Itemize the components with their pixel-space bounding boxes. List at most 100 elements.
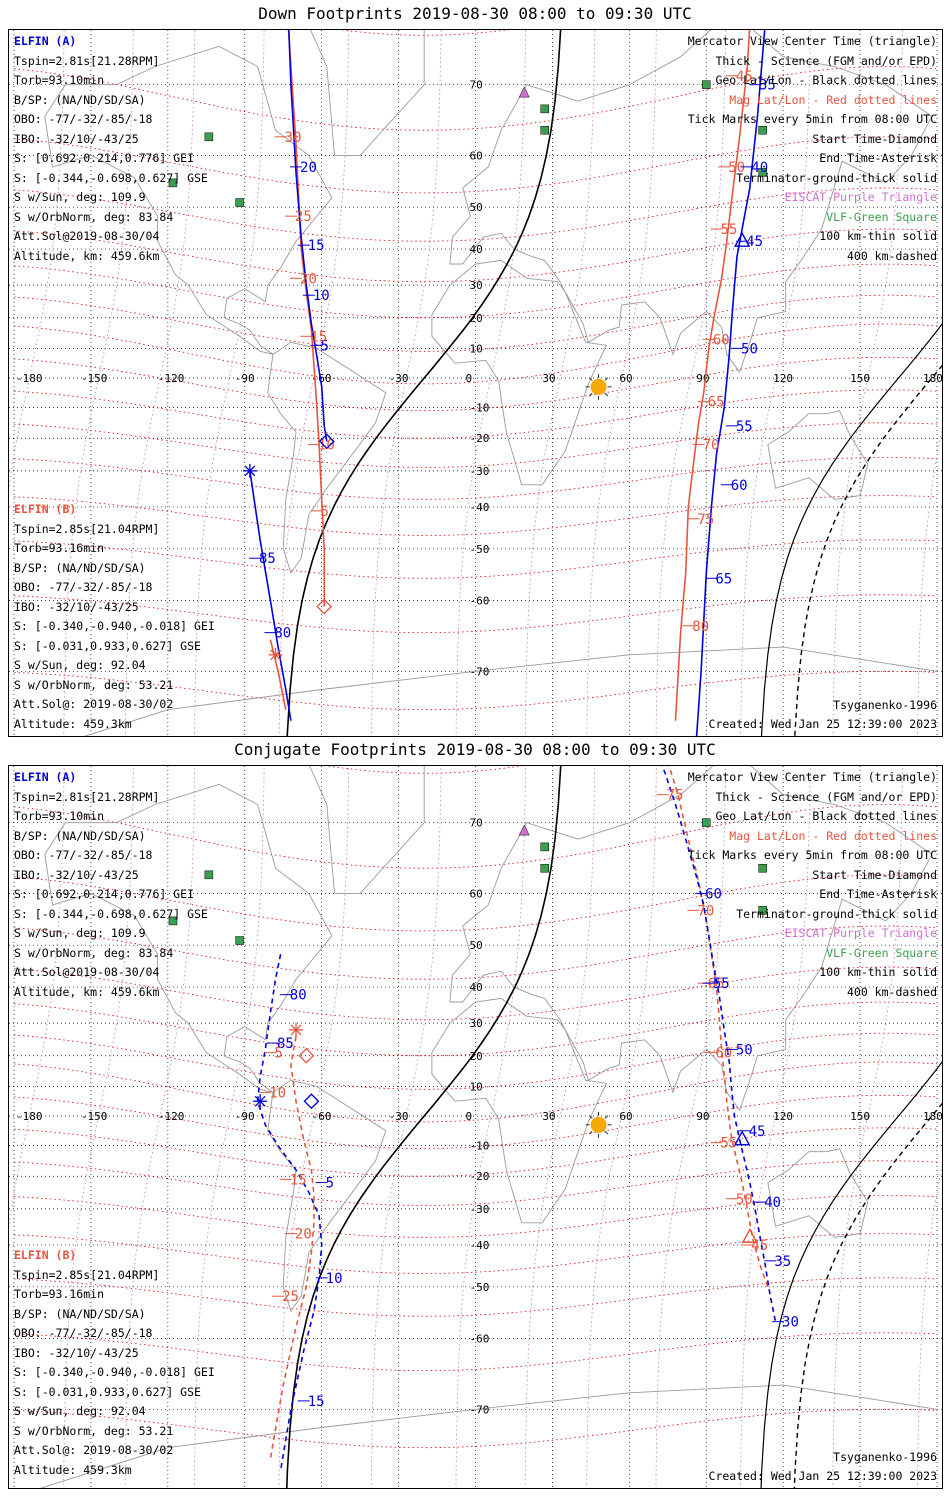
- vlf-square-icon: [540, 842, 549, 852]
- vlf-square-icon: [702, 818, 711, 827]
- mag-meridian: [740, 30, 811, 736]
- mag-parallel: [13, 66, 938, 131]
- vlf-square-icon: [168, 916, 178, 926]
- lon-tick-label: -30: [389, 372, 409, 385]
- asterisk-stroke: [244, 465, 256, 477]
- lat-tick-label: -60: [470, 1333, 490, 1346]
- mag-parallel: [13, 1233, 938, 1274]
- terminator-line: [286, 30, 562, 736]
- elfin-a-info-line: Att.Sol@2019-08-30/04: [14, 229, 160, 243]
- mag-grid: [9, 30, 942, 736]
- start-diamond-icon: [318, 433, 335, 450]
- legend-item: 100 km-thin solid: [819, 229, 937, 243]
- vlf-square-icon: [540, 863, 549, 873]
- legend-item: Thick - Science (FGM and/or EPD): [715, 789, 937, 804]
- lat-tick-label: -50: [470, 1281, 490, 1294]
- elfin-b-info-line: Altitude: 459.3km: [14, 1462, 132, 1477]
- elfin-a-tick-label: 40: [751, 160, 768, 176]
- lat-tick-label: 40: [470, 243, 483, 256]
- mag-meridian: [278, 30, 350, 736]
- legend-item: Terminator-ground-thick solid: [736, 906, 937, 921]
- elfin-a-info-line: IBO: -32/10/-43/25: [14, 867, 139, 882]
- legend-block: Mercator View Center Time (triangle) Thic…: [688, 768, 937, 1002]
- sun-ray: [604, 1130, 609, 1135]
- elfin-a-tick-label: 30: [782, 1315, 799, 1331]
- lat-tick-label: -10: [470, 1140, 490, 1153]
- lon-tick-label: -120: [158, 1110, 185, 1123]
- elfin-b-info-line: B/SP: (NA/ND/SD/SA): [14, 1306, 146, 1321]
- elfin-b-tick-label: 5: [321, 504, 329, 520]
- elfin-b-info-line: S w/Sun, deg: 92.04: [14, 658, 146, 672]
- terminator-line: [760, 1061, 942, 1488]
- vlf-square-icon: [235, 198, 244, 207]
- elfin-a-info-line: B/SP: (NA/ND/SD/SA): [14, 828, 146, 843]
- elfin-a-tick-label: 40: [764, 1195, 781, 1211]
- mag-parallel: [13, 670, 938, 711]
- created-label: Created: Wed Jan 25 12:39:00 2023: [708, 717, 937, 731]
- legend-item: End Time-Asterisk: [819, 887, 937, 901]
- down-footprints-map: -180 -150 -120 -90 -60 -30 0 30 60 90 120 150 180 70 6…: [9, 30, 942, 736]
- elfin-b-info-line: IBO: -32/10/-43/25: [14, 1345, 139, 1360]
- legend-item: 400 km-dashed: [846, 248, 937, 263]
- elfin-a-info-line: Altitude, km: 459.6km: [14, 248, 160, 263]
- elfin-a-tick-label: 55: [713, 976, 730, 992]
- sun-ray: [589, 1130, 593, 1135]
- lat-tick-label: 50: [470, 201, 483, 214]
- elfin-b-track: [269, 639, 287, 710]
- axis-labels: -180 -150 -120 -90 -60 -30 0 30 60 90 120 150 180706…: [9, 817, 942, 1416]
- elfin-b-tick-label: 60: [715, 1046, 732, 1062]
- mag-meridian: [63, 766, 134, 1488]
- elfin-a-tick-label: 5: [321, 338, 329, 354]
- legend-item: Tick Marks every 5min from 08:00 UTC: [687, 112, 937, 126]
- vlf-square-icon: [758, 168, 767, 177]
- elfin-b-info-line: S w/OrbNorm, deg: 53.21: [14, 1423, 174, 1438]
- lat-tick-label: 10: [470, 1080, 483, 1093]
- legend-item: Mag Lat/Lon - Red dotted lines: [729, 828, 937, 843]
- mag-meridian: [124, 766, 196, 1488]
- legend-item: Tick Marks every 5min from 08:00 UTC: [687, 848, 937, 862]
- elfin-a-tick-label: 45: [746, 234, 763, 250]
- lon-tick-label: -60: [312, 372, 332, 385]
- elfin-a-tick-label: 45: [749, 1124, 766, 1140]
- start-diamond-icon: [298, 1047, 315, 1064]
- elfin-b-info-line: Torb=93.16min: [14, 1287, 105, 1301]
- mag-meridian: [655, 30, 726, 736]
- axis-labels: -180 -150 -120 -90 -60 -30 0 30 60 90 120 150 180706…: [9, 79, 942, 678]
- elfin-b-info-line: Torb=93.16min: [14, 541, 105, 555]
- mag-meridian: [455, 30, 526, 736]
- elfin-a-header: ELFIN (A): [14, 770, 77, 784]
- vlf-square-icon: [168, 178, 178, 188]
- mag-meridian: [832, 30, 903, 736]
- elfin-a-info-line: Torb=93.10min: [14, 809, 105, 823]
- elfin-a-tick-label: 80: [290, 988, 307, 1004]
- lon-tick-label: -150: [81, 372, 108, 385]
- conjugate-footprints-map: -180 -150 -120 -90 -60 -30 0 30 60 90 120 150 180706…: [9, 766, 942, 1488]
- land-outline: [449, 766, 933, 1112]
- land-outline: [267, 341, 387, 575]
- mag-meridian: [586, 30, 657, 736]
- land-outline: [431, 259, 607, 486]
- geo-grid: [9, 30, 942, 736]
- elfin-a-info-line: S: [-0.344,-0.698,0.627] GSE: [14, 906, 208, 921]
- asterisk-stroke: [290, 1024, 302, 1036]
- mag-meridian: [655, 766, 727, 1488]
- sun-ray: [589, 377, 593, 381]
- lat-tick-label: -40: [470, 1239, 490, 1252]
- vlf-square-icon: [758, 863, 767, 873]
- elfin-b-tick-label: 55: [721, 1136, 738, 1152]
- lon-tick-label: 120: [773, 1110, 793, 1123]
- elfin-a-info-line: S: [-0.344,-0.698,0.627] GSE: [14, 170, 208, 185]
- coastlines: [44, 30, 938, 736]
- legend-item: Mercator View Center Time (triangle): [687, 770, 937, 784]
- lat-tick-label: 30: [470, 1017, 483, 1030]
- vlf-square-icon: [702, 80, 711, 89]
- vlf-square-icon: [204, 132, 214, 142]
- lon-tick-label: -150: [81, 1110, 108, 1123]
- lon-tick-label: 120: [773, 372, 793, 385]
- vlf-square-icon: [758, 125, 767, 135]
- legend-item: 400 km-dashed: [846, 984, 937, 999]
- elfin-a-tick-label: 20: [300, 160, 317, 176]
- elfin-b-info-line: S: [-0.031,0.933,0.627] GSE: [14, 638, 201, 653]
- elfin-b-tick-label: 75: [697, 512, 714, 528]
- elfin-a-info-line: OBO: -77/-32/-85/-18: [14, 848, 153, 862]
